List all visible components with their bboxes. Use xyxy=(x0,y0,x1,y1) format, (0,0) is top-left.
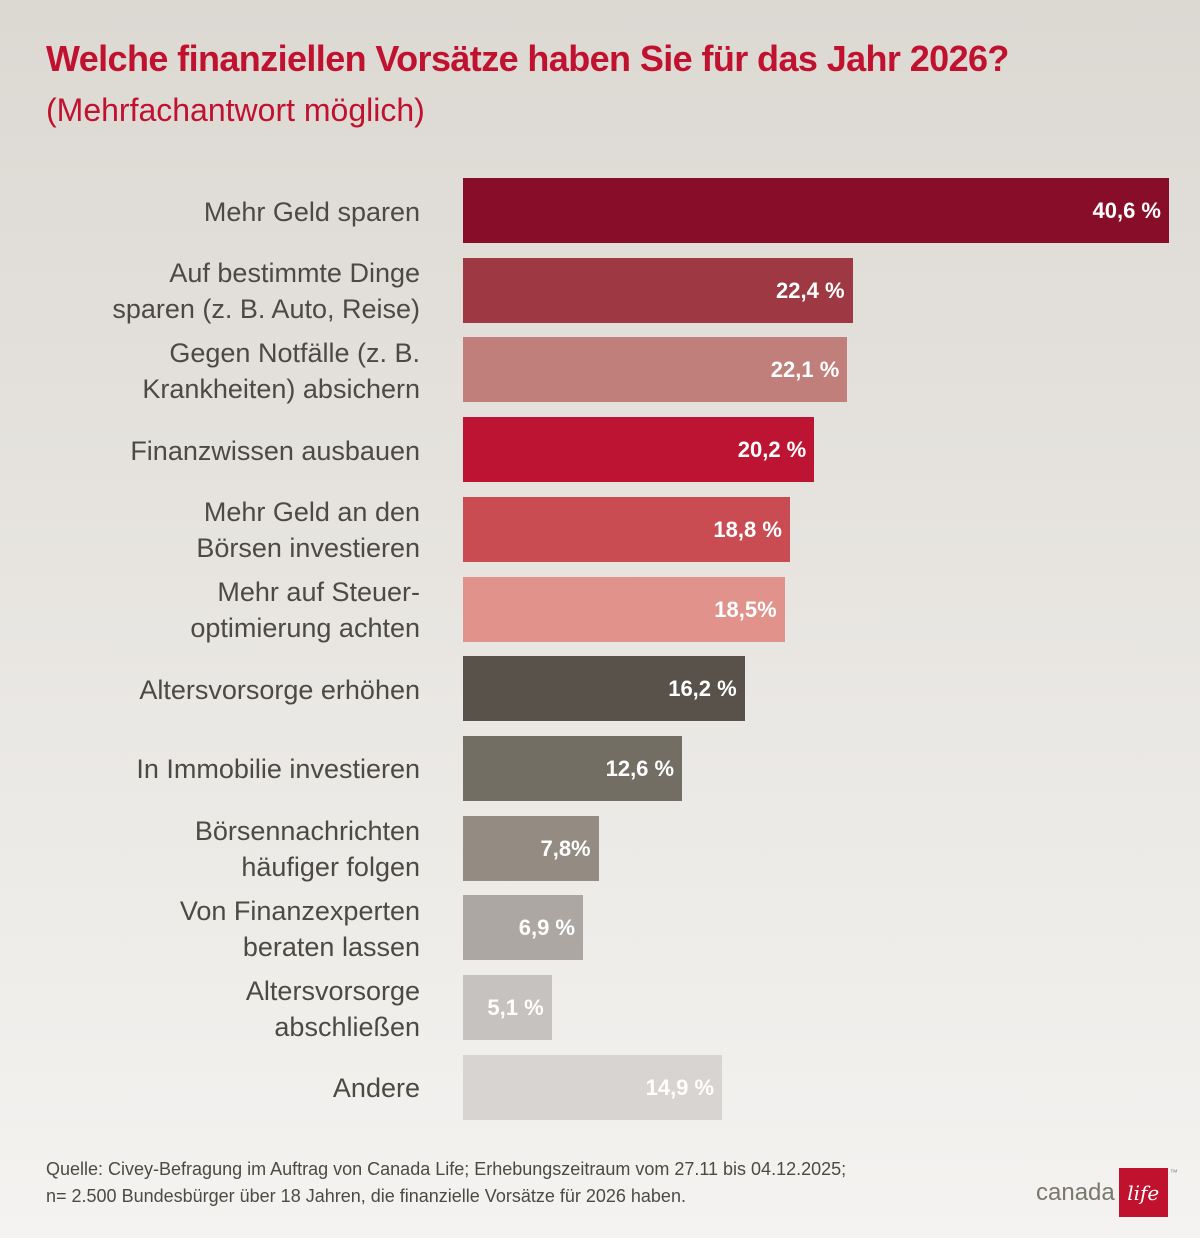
data-label: 18,8 % xyxy=(713,516,782,542)
bar-chart: Mehr Geld sparen 40,6 % Auf bestimmte Ding… xyxy=(112,178,1169,1120)
data-label: 5,1 % xyxy=(487,995,544,1020)
bar xyxy=(463,178,1169,243)
data-label: 40,6 % xyxy=(1092,198,1162,223)
category-label: Gegen Notfälle (z. B. Krankheiten) absic… xyxy=(142,337,420,404)
bar xyxy=(463,576,785,642)
bar xyxy=(463,1054,723,1120)
logo-wordmark: canada xyxy=(1036,1178,1115,1206)
data-label: 14,9 % xyxy=(645,1074,715,1100)
category-label: Altersvorsorge abschließen xyxy=(245,975,420,1042)
bar xyxy=(463,496,790,562)
category-label: Börsennachrichten häufiger folgen xyxy=(194,816,420,883)
data-label: 20,2 % xyxy=(737,437,807,463)
source-line-2: n= 2.500 Bundesbürger über 18 Jahren, di… xyxy=(46,1186,686,1206)
source-note: Quelle: Civey-Befragung im Auftrag von C… xyxy=(46,1156,846,1210)
data-label: 22,4 % xyxy=(776,277,845,303)
chart-subtitle: (Mehrfachantwort möglich) xyxy=(46,92,425,128)
source-line-1: Quelle: Civey-Befragung im Auftrag von C… xyxy=(46,1159,847,1179)
data-label: 16,2 % xyxy=(668,676,737,702)
category-label: Mehr auf Steuer- optimierung achten xyxy=(190,577,420,643)
category-label: In Immobilie investieren xyxy=(136,754,420,785)
bar xyxy=(463,257,853,323)
bar xyxy=(463,895,583,961)
category-label: Finanzwissen ausbauen xyxy=(130,435,420,466)
category-label: Altersvorsorge erhöhen xyxy=(139,674,420,705)
chart-title: Welche finanziellen Vorsätze haben Sie f… xyxy=(46,38,1009,79)
bar xyxy=(463,815,599,881)
category-label: Mehr Geld sparen xyxy=(203,196,420,227)
data-label: 12,6 % xyxy=(605,755,675,781)
logo-box: life xyxy=(1118,1168,1168,1217)
data-label: 6,9 % xyxy=(518,915,575,941)
canada-life-logo: canada life ™ xyxy=(1036,1168,1178,1217)
category-label: Andere xyxy=(332,1073,420,1104)
data-label: 22,1 % xyxy=(770,357,840,383)
category-label: Mehr Geld an den Börsen investieren xyxy=(196,497,420,564)
bar xyxy=(463,417,815,483)
bar xyxy=(463,656,745,722)
logo-trademark: ™ xyxy=(1169,1168,1178,1177)
bar xyxy=(463,735,683,801)
data-label: 7,8% xyxy=(540,835,591,861)
category-label: Auf bestimmte Dinge sparen (z. B. Auto, … xyxy=(112,258,420,325)
bar xyxy=(463,337,848,403)
category-label: Von Finanzexperten beraten lassen xyxy=(179,895,420,962)
bar xyxy=(463,975,552,1040)
data-label: 18,5% xyxy=(714,596,777,622)
